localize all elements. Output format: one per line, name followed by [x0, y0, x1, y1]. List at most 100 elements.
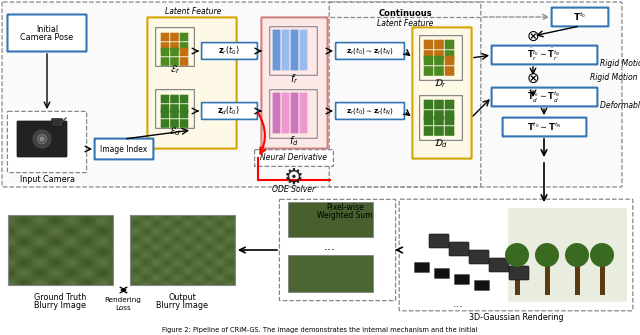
Text: Continuous: Continuous: [378, 9, 432, 18]
Text: $f_r$: $f_r$: [290, 72, 298, 86]
FancyBboxPatch shape: [291, 29, 298, 70]
FancyBboxPatch shape: [170, 42, 179, 51]
FancyBboxPatch shape: [434, 56, 444, 65]
FancyBboxPatch shape: [170, 57, 179, 66]
Text: Neural Derivative: Neural Derivative: [260, 153, 328, 162]
Text: Image Index: Image Index: [100, 144, 148, 153]
FancyBboxPatch shape: [269, 90, 317, 138]
FancyBboxPatch shape: [445, 40, 454, 49]
Text: ...: ...: [452, 299, 463, 309]
FancyBboxPatch shape: [51, 119, 63, 127]
FancyBboxPatch shape: [434, 110, 444, 120]
FancyBboxPatch shape: [2, 2, 622, 187]
Text: Rigid Motion: Rigid Motion: [600, 59, 640, 67]
FancyBboxPatch shape: [424, 110, 433, 120]
FancyBboxPatch shape: [291, 92, 298, 133]
FancyBboxPatch shape: [424, 56, 433, 65]
FancyBboxPatch shape: [509, 266, 529, 280]
FancyBboxPatch shape: [161, 33, 170, 41]
FancyBboxPatch shape: [170, 119, 179, 128]
FancyBboxPatch shape: [420, 36, 463, 80]
FancyBboxPatch shape: [170, 104, 179, 113]
FancyBboxPatch shape: [492, 46, 597, 64]
Bar: [545, 260, 550, 295]
Text: ODE Solver: ODE Solver: [273, 186, 316, 195]
Text: Figure 2: Pipeline of CRiM-GS. The image demonstrates the internal mechanism and: Figure 2: Pipeline of CRiM-GS. The image…: [163, 327, 477, 333]
Circle shape: [535, 243, 559, 267]
Text: ⚙: ⚙: [284, 168, 304, 188]
FancyBboxPatch shape: [449, 242, 469, 256]
Bar: [130, 215, 235, 285]
FancyBboxPatch shape: [424, 66, 433, 76]
FancyBboxPatch shape: [17, 121, 67, 157]
FancyBboxPatch shape: [273, 92, 280, 133]
FancyBboxPatch shape: [329, 2, 481, 187]
FancyBboxPatch shape: [424, 50, 433, 60]
Text: Initial: Initial: [36, 24, 58, 34]
FancyBboxPatch shape: [434, 40, 444, 49]
FancyBboxPatch shape: [282, 29, 289, 70]
FancyBboxPatch shape: [445, 56, 454, 65]
Text: Latent Feature: Latent Feature: [377, 18, 433, 27]
FancyBboxPatch shape: [489, 258, 509, 272]
FancyBboxPatch shape: [180, 104, 188, 113]
Circle shape: [36, 133, 48, 145]
Circle shape: [505, 243, 529, 267]
FancyBboxPatch shape: [424, 100, 433, 109]
FancyBboxPatch shape: [161, 119, 170, 128]
Text: ...: ...: [324, 241, 336, 254]
FancyBboxPatch shape: [434, 50, 444, 60]
Text: $\otimes$: $\otimes$: [526, 28, 540, 44]
Bar: [8, 215, 113, 285]
Bar: [515, 260, 520, 295]
FancyBboxPatch shape: [434, 126, 444, 136]
FancyBboxPatch shape: [170, 48, 179, 56]
FancyBboxPatch shape: [156, 89, 195, 128]
FancyBboxPatch shape: [415, 263, 429, 272]
FancyBboxPatch shape: [424, 126, 433, 136]
FancyBboxPatch shape: [474, 280, 490, 290]
Text: $\mathbf{z}_r(t_0)\sim\mathbf{z}_r(t_N)$: $\mathbf{z}_r(t_0)\sim\mathbf{z}_r(t_N)$: [346, 46, 394, 57]
Text: Rendering: Rendering: [104, 297, 141, 303]
FancyBboxPatch shape: [434, 116, 444, 125]
Text: $\dot{\mathbf{T}}_r^{t_0}\sim\dot{\mathbf{T}}_r^{t_N}$: $\dot{\mathbf{T}}_r^{t_0}\sim\dot{\mathb…: [527, 47, 561, 63]
FancyBboxPatch shape: [335, 103, 404, 119]
FancyBboxPatch shape: [424, 116, 433, 125]
FancyBboxPatch shape: [445, 100, 454, 109]
FancyBboxPatch shape: [434, 66, 444, 76]
Text: $\mathbf{T}^{t_0}\sim\mathbf{T}^{t_N}$: $\mathbf{T}^{t_0}\sim\mathbf{T}^{t_N}$: [527, 121, 561, 133]
FancyBboxPatch shape: [180, 95, 188, 103]
Circle shape: [39, 136, 45, 142]
Text: $\mathbf{z}_r(t_0)\sim\mathbf{z}_r(t_N)$: $\mathbf{z}_r(t_0)\sim\mathbf{z}_r(t_N)$: [346, 106, 394, 117]
FancyBboxPatch shape: [445, 116, 454, 125]
FancyBboxPatch shape: [469, 250, 489, 264]
FancyBboxPatch shape: [180, 110, 188, 118]
Text: Input Camera: Input Camera: [19, 175, 74, 184]
FancyBboxPatch shape: [161, 95, 170, 103]
FancyBboxPatch shape: [180, 57, 188, 66]
FancyBboxPatch shape: [261, 17, 328, 149]
Circle shape: [32, 129, 52, 149]
Text: Output: Output: [168, 292, 196, 302]
FancyBboxPatch shape: [170, 110, 179, 118]
FancyBboxPatch shape: [552, 8, 609, 26]
FancyBboxPatch shape: [508, 208, 627, 302]
FancyBboxPatch shape: [420, 95, 463, 140]
Text: Weighted Sum: Weighted Sum: [317, 211, 373, 220]
FancyBboxPatch shape: [445, 126, 454, 136]
FancyBboxPatch shape: [445, 66, 454, 76]
Bar: [600, 260, 605, 295]
FancyBboxPatch shape: [202, 103, 257, 119]
FancyBboxPatch shape: [435, 268, 449, 278]
Text: $\mathcal{E}_d$: $\mathcal{E}_d$: [169, 126, 181, 138]
FancyBboxPatch shape: [273, 29, 280, 70]
Text: $\mathcal{E}_r$: $\mathcal{E}_r$: [170, 64, 180, 76]
FancyBboxPatch shape: [161, 42, 170, 51]
FancyBboxPatch shape: [429, 234, 449, 248]
Text: Camera Pose: Camera Pose: [20, 34, 74, 43]
Text: $\mathcal{D}_d$: $\mathcal{D}_d$: [434, 138, 448, 150]
Text: Loss: Loss: [115, 305, 131, 311]
FancyBboxPatch shape: [202, 43, 257, 59]
FancyBboxPatch shape: [445, 50, 454, 60]
Text: $\dot{\mathbf{T}}_d^{t_0}\sim\dot{\mathbf{T}}_d^{t_N}$: $\dot{\mathbf{T}}_d^{t_0}\sim\dot{\mathb…: [527, 89, 561, 105]
